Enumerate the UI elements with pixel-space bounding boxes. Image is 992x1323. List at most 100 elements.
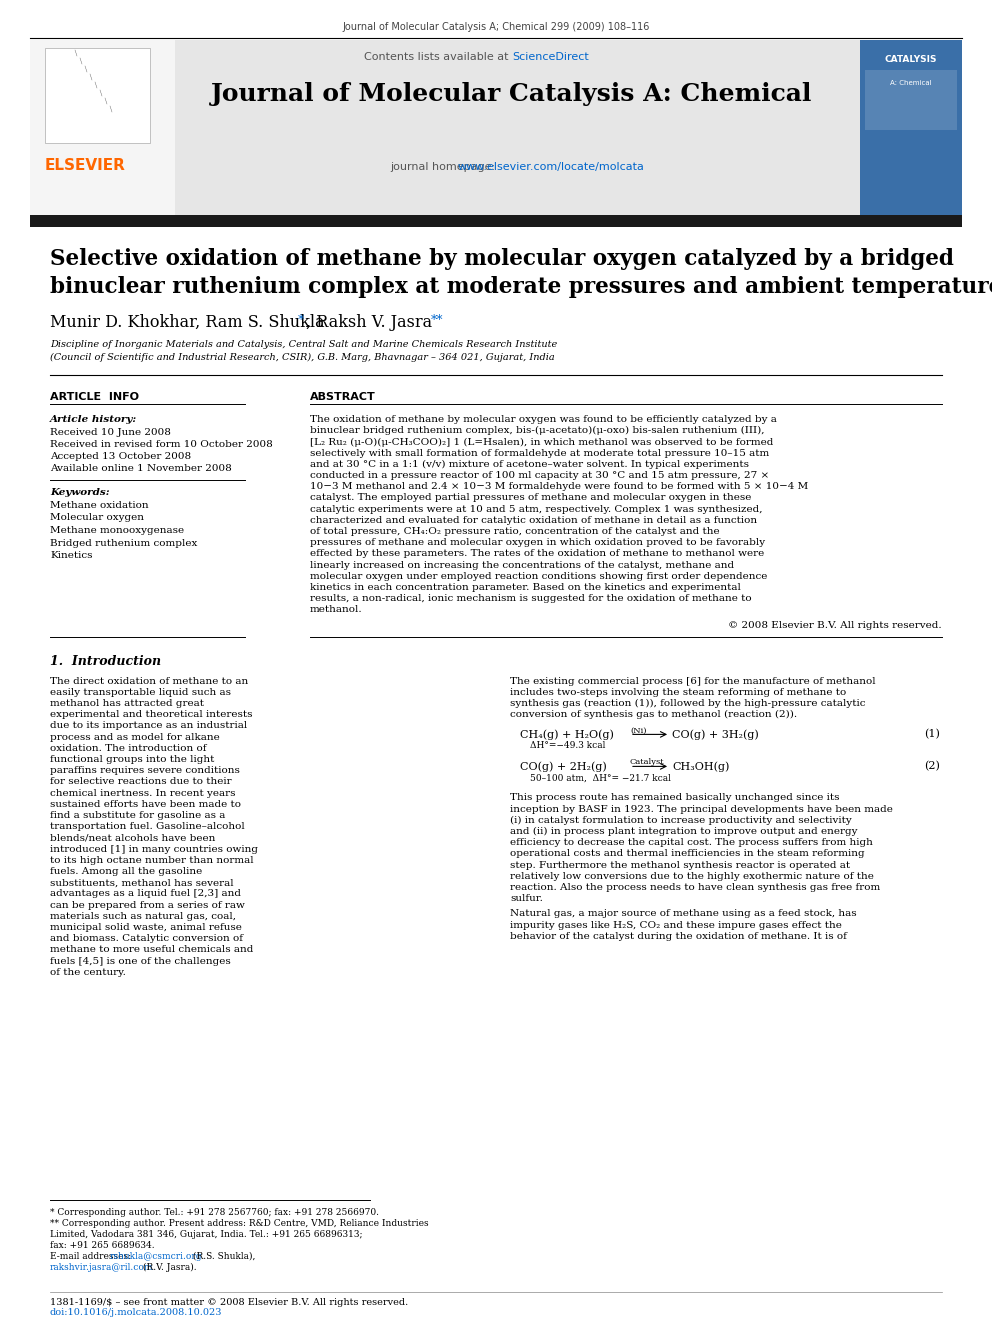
Text: Discipline of Inorganic Materials and Catalysis, Central Salt and Marine Chemica: Discipline of Inorganic Materials and Ca…	[50, 340, 558, 349]
Text: operational costs and thermal inefficiencies in the steam reforming: operational costs and thermal inefficien…	[510, 849, 865, 859]
Bar	[30, 40, 175, 216]
Text: sulfur.: sulfur.	[510, 894, 543, 904]
Bar	[30, 216, 962, 228]
Text: fax: +91 265 6689634.: fax: +91 265 6689634.	[50, 1241, 155, 1250]
Text: introduced [1] in many countries owing: introduced [1] in many countries owing	[50, 844, 258, 853]
Text: effected by these parameters. The rates of the oxidation of methane to methanol : effected by these parameters. The rates …	[310, 549, 764, 558]
Text: paraffins requires severe conditions: paraffins requires severe conditions	[50, 766, 240, 775]
Text: Natural gas, a major source of methane using as a feed stock, has: Natural gas, a major source of methane u…	[510, 909, 857, 918]
Text: impurity gases like H₂S, CO₂ and these impure gases effect the: impurity gases like H₂S, CO₂ and these i…	[510, 921, 842, 930]
Text: 1.  Introduction: 1. Introduction	[50, 655, 161, 668]
Text: kinetics in each concentration parameter. Based on the kinetics and experimental: kinetics in each concentration parameter…	[310, 583, 741, 591]
Text: (i) in catalyst formulation to increase productivity and selectivity: (i) in catalyst formulation to increase …	[510, 816, 852, 826]
Text: journal homepage:: journal homepage:	[390, 161, 499, 172]
Text: characterized and evaluated for catalytic oxidation of methane in detail as a fu: characterized and evaluated for catalyti…	[310, 516, 757, 525]
Text: Kinetics: Kinetics	[50, 550, 92, 560]
Text: easily transportable liquid such as: easily transportable liquid such as	[50, 688, 231, 697]
Bar	[175, 40, 860, 216]
Bar	[860, 40, 962, 216]
Text: substituents, methanol has several: substituents, methanol has several	[50, 878, 234, 888]
Text: ΔH°=−49.3 kcal: ΔH°=−49.3 kcal	[530, 741, 605, 750]
Text: The existing commercial process [6] for the manufacture of methanol: The existing commercial process [6] for …	[510, 676, 876, 685]
Text: blends/neat alcohols have been: blends/neat alcohols have been	[50, 833, 215, 843]
Text: pressures of methane and molecular oxygen in which oxidation proved to be favora: pressures of methane and molecular oxyge…	[310, 538, 765, 548]
Text: relatively low conversions due to the highly exothermic nature of the: relatively low conversions due to the hi…	[510, 872, 874, 881]
Text: CH₃OH(g): CH₃OH(g)	[672, 762, 729, 771]
Text: oxidation. The introduction of: oxidation. The introduction of	[50, 744, 206, 753]
Text: (Council of Scientific and Industrial Research, CSIR), G.B. Marg, Bhavnagar – 36: (Council of Scientific and Industrial Re…	[50, 353, 555, 363]
Text: Article history:: Article history:	[50, 415, 137, 423]
Text: 1381-1169/$ – see front matter © 2008 Elsevier B.V. All rights reserved.: 1381-1169/$ – see front matter © 2008 El…	[50, 1298, 409, 1307]
Text: and (ii) in process plant integration to improve output and energy: and (ii) in process plant integration to…	[510, 827, 857, 836]
Text: Journal of Molecular Catalysis A; Chemical 299 (2009) 108–116: Journal of Molecular Catalysis A; Chemic…	[342, 22, 650, 32]
Text: Available online 1 November 2008: Available online 1 November 2008	[50, 464, 232, 474]
Text: A: Chemical: A: Chemical	[890, 79, 931, 86]
Text: reaction. Also the process needs to have clean synthesis gas free from: reaction. Also the process needs to have…	[510, 882, 880, 892]
Text: Received 10 June 2008: Received 10 June 2008	[50, 429, 171, 437]
Bar	[865, 70, 957, 130]
Text: ABSTRACT: ABSTRACT	[310, 392, 376, 402]
Text: catalyst. The employed partial pressures of methane and molecular oxygen in thes: catalyst. The employed partial pressures…	[310, 493, 751, 503]
Text: efficiency to decrease the capital cost. The process suffers from high: efficiency to decrease the capital cost.…	[510, 839, 873, 847]
Text: * Corresponding author. Tel.: +91 278 2567760; fax: +91 278 2566970.: * Corresponding author. Tel.: +91 278 25…	[50, 1208, 379, 1217]
Text: The oxidation of methane by molecular oxygen was found to be efficiently catalyz: The oxidation of methane by molecular ox…	[310, 415, 777, 423]
Text: and biomass. Catalytic conversion of: and biomass. Catalytic conversion of	[50, 934, 243, 943]
Text: methane to more useful chemicals and: methane to more useful chemicals and	[50, 946, 253, 954]
Text: (R.S. Shukla),: (R.S. Shukla),	[190, 1252, 255, 1261]
Text: ELSEVIER: ELSEVIER	[45, 157, 126, 173]
Text: binuclear bridged ruthenium complex, bis-(μ-acetato)(μ-oxo) bis-salen ruthenium : binuclear bridged ruthenium complex, bis…	[310, 426, 765, 435]
Text: Journal of Molecular Catalysis A: Chemical: Journal of Molecular Catalysis A: Chemic…	[211, 82, 812, 106]
Text: 10−3 M methanol and 2.4 × 10−3 M formaldehyde were found to be formed with 5 × 1: 10−3 M methanol and 2.4 × 10−3 M formald…	[310, 482, 808, 491]
Text: for selective reactions due to their: for selective reactions due to their	[50, 778, 231, 786]
Text: CH₄(g) + H₂O(g): CH₄(g) + H₂O(g)	[520, 729, 614, 740]
Text: includes two-steps involving the steam reforming of methane to: includes two-steps involving the steam r…	[510, 688, 846, 697]
Text: conversion of synthesis gas to methanol (reaction (2)).: conversion of synthesis gas to methanol …	[510, 710, 798, 720]
Text: Bridged ruthenium complex: Bridged ruthenium complex	[50, 538, 197, 548]
Text: Molecular oxygen: Molecular oxygen	[50, 513, 144, 523]
Text: E-mail addresses:: E-mail addresses:	[50, 1252, 134, 1261]
Text: Keywords:: Keywords:	[50, 488, 110, 497]
Text: functional groups into the light: functional groups into the light	[50, 755, 214, 763]
Text: materials such as natural gas, coal,: materials such as natural gas, coal,	[50, 912, 236, 921]
Text: inception by BASF in 1923. The principal developments have been made: inception by BASF in 1923. The principal…	[510, 804, 893, 814]
Text: step. Furthermore the methanol synthesis reactor is operated at: step. Furthermore the methanol synthesis…	[510, 860, 850, 869]
Text: fuels [4,5] is one of the challenges: fuels [4,5] is one of the challenges	[50, 957, 231, 966]
Text: Methane monooxygenase: Methane monooxygenase	[50, 527, 185, 534]
Text: rshukla@csmcri.org: rshukla@csmcri.org	[110, 1252, 202, 1261]
Text: [L₂ Ru₂ (μ-O)(μ-CH₃COO)₂] 1 (L=Hsalen), in which methanol was observed to be for: [L₂ Ru₂ (μ-O)(μ-CH₃COO)₂] 1 (L=Hsalen), …	[310, 438, 774, 447]
Text: experimental and theoretical interests: experimental and theoretical interests	[50, 710, 253, 720]
Text: linearly increased on increasing the concentrations of the catalyst, methane and: linearly increased on increasing the con…	[310, 561, 734, 570]
Text: can be prepared from a series of raw: can be prepared from a series of raw	[50, 901, 245, 910]
Text: (2): (2)	[925, 762, 940, 771]
Text: of total pressure, CH₄:O₂ pressure ratio, concentration of the catalyst and the: of total pressure, CH₄:O₂ pressure ratio…	[310, 527, 719, 536]
Text: Contents lists available at: Contents lists available at	[364, 52, 512, 62]
Text: results, a non-radical, ionic mechanism is suggested for the oxidation of methan: results, a non-radical, ionic mechanism …	[310, 594, 752, 603]
Text: ARTICLE  INFO: ARTICLE INFO	[50, 392, 139, 402]
Text: doi:10.1016/j.molcata.2008.10.023: doi:10.1016/j.molcata.2008.10.023	[50, 1308, 222, 1316]
Text: synthesis gas (reaction (1)), followed by the high-pressure catalytic: synthesis gas (reaction (1)), followed b…	[510, 699, 865, 708]
Text: find a substitute for gasoline as a: find a substitute for gasoline as a	[50, 811, 225, 820]
Text: molecular oxygen under employed reaction conditions showing first order dependen: molecular oxygen under employed reaction…	[310, 572, 768, 581]
Text: rakshvir.jasra@ril.com: rakshvir.jasra@ril.com	[50, 1263, 154, 1271]
Text: sustained efforts have been made to: sustained efforts have been made to	[50, 800, 241, 808]
Text: Methane oxidation: Methane oxidation	[50, 501, 149, 509]
Text: (R.V. Jasra).: (R.V. Jasra).	[140, 1263, 196, 1273]
Bar	[45, 48, 150, 143]
Text: The direct oxidation of methane to an: The direct oxidation of methane to an	[50, 676, 248, 685]
Text: Accepted 13 October 2008: Accepted 13 October 2008	[50, 452, 191, 460]
Text: 50–100 atm,  ΔH°= −21.7 kcal: 50–100 atm, ΔH°= −21.7 kcal	[530, 774, 671, 782]
Text: and at 30 °C in a 1:1 (v/v) mixture of acetone–water solvent. In typical experim: and at 30 °C in a 1:1 (v/v) mixture of a…	[310, 460, 749, 468]
Text: methanol.: methanol.	[310, 606, 363, 614]
Text: municipal solid waste, animal refuse: municipal solid waste, animal refuse	[50, 923, 242, 931]
Text: (1): (1)	[925, 729, 940, 740]
Text: selectively with small formation of formaldehyde at moderate total pressure 10–1: selectively with small formation of form…	[310, 448, 769, 458]
Text: CO(g) + 2H₂(g): CO(g) + 2H₂(g)	[520, 762, 607, 771]
Text: ScienceDirect: ScienceDirect	[512, 52, 588, 62]
Text: (Ni): (Ni)	[630, 726, 647, 734]
Text: *: *	[298, 314, 305, 327]
Text: Munir D. Khokhar, Ram S. Shukla: Munir D. Khokhar, Ram S. Shukla	[50, 314, 324, 331]
Text: Selective oxidation of methane by molecular oxygen catalyzed by a bridged: Selective oxidation of methane by molecu…	[50, 247, 954, 270]
Text: CO(g) + 3H₂(g): CO(g) + 3H₂(g)	[672, 729, 759, 740]
Text: behavior of the catalyst during the oxidation of methane. It is of: behavior of the catalyst during the oxid…	[510, 931, 847, 941]
Text: Received in revised form 10 October 2008: Received in revised form 10 October 2008	[50, 441, 273, 448]
